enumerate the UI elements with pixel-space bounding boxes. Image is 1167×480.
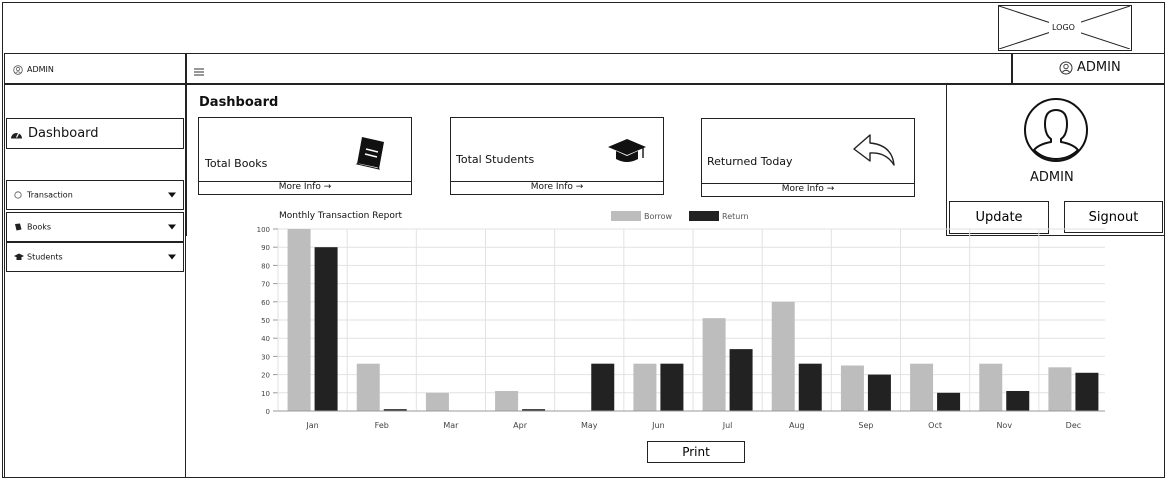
sidebar-item-dashboard[interactable]: Dashboard bbox=[6, 118, 184, 149]
bar bbox=[660, 363, 684, 411]
bar bbox=[314, 247, 338, 411]
x-tick-label: May bbox=[581, 421, 598, 430]
x-tick-label: Feb bbox=[375, 421, 389, 430]
top-user-menu[interactable]: ADMIN bbox=[1012, 53, 1165, 84]
bar bbox=[840, 365, 864, 411]
graduation-cap-icon bbox=[14, 253, 24, 260]
book-icon bbox=[15, 223, 22, 231]
y-tick-label: 90 bbox=[261, 244, 270, 252]
bar bbox=[910, 363, 934, 411]
y-tick-label: 20 bbox=[261, 372, 270, 380]
bar bbox=[1075, 372, 1099, 411]
y-tick-label: 70 bbox=[261, 281, 270, 289]
y-tick-label: 80 bbox=[261, 262, 270, 270]
legend-label: Return bbox=[722, 212, 749, 221]
sidebar-user-bar: ADMIN bbox=[4, 53, 186, 84]
y-tick-label: 0 bbox=[266, 408, 270, 416]
bar bbox=[979, 363, 1003, 411]
page-title: Dashboard bbox=[199, 95, 279, 110]
card-label: Total Books bbox=[205, 157, 268, 170]
card-total-books: Total Books More Info → bbox=[198, 117, 412, 195]
logo-label: LOGO bbox=[1052, 23, 1075, 32]
bar bbox=[522, 409, 546, 411]
book-icon bbox=[355, 137, 384, 170]
bar bbox=[771, 301, 795, 411]
more-info-link[interactable]: More Info → bbox=[451, 181, 663, 194]
bar bbox=[356, 363, 380, 411]
bar bbox=[633, 363, 657, 411]
graduation-cap-icon bbox=[608, 139, 646, 162]
dashboard-icon bbox=[11, 131, 22, 138]
bar bbox=[1006, 390, 1030, 411]
monthly-transaction-chart: Monthly Transaction Report Borrow Return 0 1… bbox=[257, 211, 1105, 430]
y-tick-label: 10 bbox=[261, 390, 270, 398]
more-info-link[interactable]: More Info → bbox=[702, 183, 914, 196]
bar bbox=[383, 409, 407, 411]
x-tick-label: Dec bbox=[1066, 421, 1081, 430]
bar bbox=[867, 374, 891, 411]
bar bbox=[287, 229, 311, 411]
profile-name: ADMIN bbox=[1030, 170, 1074, 185]
top-bar bbox=[186, 53, 1012, 84]
bar bbox=[1048, 367, 1072, 411]
avatar bbox=[1024, 98, 1088, 162]
sidebar-item-transaction[interactable]: Transaction bbox=[6, 180, 184, 210]
more-info-link[interactable]: More Info → bbox=[199, 181, 411, 194]
y-tick-label: 100 bbox=[257, 226, 270, 234]
x-tick-label: Oct bbox=[928, 421, 942, 430]
sidebar-item-students[interactable]: Students bbox=[6, 242, 184, 272]
x-tick-label: Jun bbox=[651, 421, 665, 430]
chevron-down-icon bbox=[168, 224, 176, 230]
bar bbox=[702, 318, 726, 411]
x-tick-label: Sep bbox=[858, 421, 873, 430]
user-icon bbox=[13, 65, 23, 75]
main-panel-lower bbox=[186, 236, 1165, 478]
legend-swatch bbox=[611, 211, 641, 221]
user-icon bbox=[1059, 61, 1073, 75]
bar bbox=[729, 349, 753, 411]
chart-title: Monthly Transaction Report bbox=[279, 211, 403, 221]
bar bbox=[937, 392, 961, 411]
sidebar-item-label: Students bbox=[27, 252, 63, 262]
legend-label: Borrow bbox=[644, 212, 673, 221]
y-tick-label: 40 bbox=[261, 335, 270, 343]
sidebar-item-label: Books bbox=[27, 222, 52, 232]
print-button[interactable]: Print bbox=[647, 441, 745, 463]
x-tick-label: Nov bbox=[996, 421, 1012, 430]
sidebar bbox=[4, 84, 186, 478]
bar bbox=[591, 363, 615, 411]
x-tick-label: Jul bbox=[722, 421, 733, 430]
x-tick-label: Apr bbox=[513, 421, 528, 430]
card-total-students: Total Students More Info → bbox=[450, 117, 664, 195]
sidebar-item-label: Dashboard bbox=[28, 126, 99, 141]
x-tick-label: Mar bbox=[443, 421, 459, 430]
legend-swatch bbox=[689, 211, 719, 221]
sidebar-user-name: ADMIN bbox=[27, 65, 54, 74]
bar bbox=[425, 392, 449, 411]
chevron-down-icon bbox=[168, 192, 176, 198]
y-tick-label: 60 bbox=[261, 299, 270, 307]
y-tick-label: 30 bbox=[261, 353, 270, 361]
signout-button[interactable]: Signout bbox=[1064, 201, 1163, 233]
reply-arrow-icon bbox=[853, 134, 895, 166]
card-returned-today: Returned Today More Info → bbox=[701, 118, 915, 197]
top-user-name: ADMIN bbox=[1077, 60, 1121, 75]
bar bbox=[495, 390, 519, 411]
sidebar-item-label: Transaction bbox=[27, 190, 73, 200]
chevron-down-icon bbox=[168, 254, 176, 260]
card-label: Returned Today bbox=[707, 155, 793, 168]
circle-icon bbox=[14, 191, 22, 199]
hamburger-icon[interactable] bbox=[194, 68, 204, 76]
sidebar-item-books[interactable]: Books bbox=[6, 212, 184, 242]
logo: LOGO bbox=[998, 5, 1132, 51]
y-tick-label: 50 bbox=[261, 317, 270, 325]
card-label: Total Students bbox=[456, 153, 535, 166]
bar bbox=[798, 363, 822, 411]
x-tick-label: Jan bbox=[305, 421, 318, 430]
x-tick-label: Aug bbox=[789, 421, 805, 430]
